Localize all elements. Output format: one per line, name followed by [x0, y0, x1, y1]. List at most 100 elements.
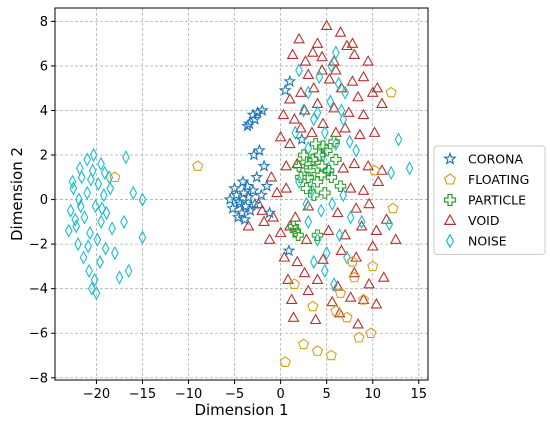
x-tick-label: −10 [175, 387, 202, 402]
legend-label: VOID [468, 213, 499, 228]
noise-point [352, 143, 361, 158]
noise-point [77, 170, 86, 185]
corona-point [254, 188, 268, 201]
corona-point [282, 244, 296, 257]
particle-point [295, 171, 307, 184]
corona-point [231, 210, 245, 223]
floating-point [334, 287, 347, 298]
noise-point [85, 263, 93, 278]
legend-item-corona: CORONA [443, 152, 523, 167]
noise-point [115, 270, 124, 285]
particle-point [330, 153, 342, 166]
y-tick-label: −2 [29, 238, 48, 253]
floating-point [307, 300, 319, 312]
void-point [368, 126, 381, 137]
noise-point [341, 85, 349, 100]
noise-point [89, 147, 98, 163]
corona-point [243, 203, 257, 217]
floating-point [311, 345, 324, 356]
noise-point [322, 245, 331, 261]
noise-point [90, 272, 99, 287]
void-point [242, 219, 255, 231]
noise-point [76, 161, 84, 176]
void-point [265, 170, 278, 182]
x-tick-label: 10 [364, 387, 381, 402]
void-point [307, 46, 319, 57]
noise-point [98, 201, 106, 216]
void-point [357, 108, 370, 120]
void-point [285, 293, 298, 304]
void-point [366, 86, 379, 97]
corona-point [229, 188, 243, 201]
floating-point [330, 305, 342, 316]
void-point [344, 182, 357, 193]
particle-point [309, 138, 322, 150]
noise-point [343, 250, 351, 265]
noise-point [317, 203, 326, 218]
corona-point [295, 132, 309, 145]
noise-point [295, 63, 303, 78]
void-point [333, 306, 346, 318]
noise-point [97, 156, 105, 172]
noise-point [313, 105, 322, 120]
particle-point [293, 160, 305, 172]
floating-point [109, 171, 121, 183]
noise-point [74, 236, 82, 252]
legend-box [433, 145, 546, 255]
noise-point [302, 196, 311, 212]
floating-point [341, 311, 353, 323]
floating-point [367, 260, 379, 272]
noise-point [66, 203, 75, 218]
noise-point [339, 187, 348, 203]
particle-point [322, 164, 335, 177]
void-point [283, 137, 296, 149]
void-point [335, 244, 348, 255]
void-point [350, 202, 363, 213]
void-point [342, 106, 355, 117]
noise-point [129, 185, 138, 201]
y-tick-label: 0 [40, 193, 48, 208]
particle-point [316, 160, 328, 172]
noise-point [102, 205, 111, 221]
legend-item-floating: FLOATING [444, 172, 529, 187]
noise-point [97, 214, 105, 229]
corona-point [253, 143, 266, 157]
pentagon-marker-icon [444, 173, 456, 185]
noise-point [84, 239, 93, 254]
y-tick-label: 6 [40, 59, 48, 74]
void-point [311, 37, 324, 48]
corona-point [278, 83, 292, 96]
void-point [311, 273, 324, 284]
floating-point [298, 338, 310, 350]
noise-point [87, 172, 95, 187]
noise-point [122, 150, 130, 165]
floating-point [365, 327, 377, 338]
void-point [357, 70, 370, 82]
void-point [363, 277, 375, 289]
void-point [355, 219, 368, 231]
y-tick-label: −6 [29, 327, 48, 342]
noise-point [315, 69, 324, 85]
noise-point [295, 174, 303, 189]
void-point [267, 211, 280, 222]
void-point [271, 186, 283, 198]
legend-label: CORONA [468, 152, 523, 167]
corona-point [233, 197, 247, 210]
series-particle [287, 135, 347, 241]
diamond-marker-icon [445, 233, 455, 249]
x-tick-label: 0 [277, 387, 285, 402]
legend-item-particle: PARTICLE [443, 193, 526, 208]
void-point [371, 81, 384, 93]
corona-point [241, 119, 254, 132]
noise-point [309, 112, 318, 127]
plot-frame [54, 7, 429, 381]
noise-point [99, 187, 108, 203]
noise-point [92, 285, 101, 301]
y-tick-label: 8 [40, 15, 48, 30]
corona-point [257, 159, 271, 172]
noise-point [64, 223, 73, 238]
corona-point [226, 201, 240, 214]
void-point [309, 313, 322, 325]
void-point [352, 317, 364, 329]
corona-point [238, 212, 252, 226]
